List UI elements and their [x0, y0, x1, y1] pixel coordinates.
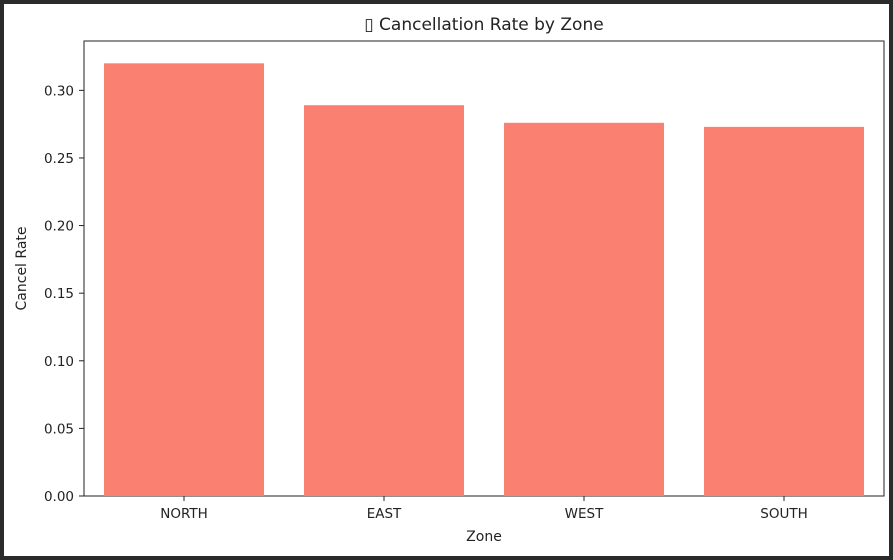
- x-tick-label-west: WEST: [565, 506, 604, 522]
- y-tick-label-0-20: 0.20: [44, 219, 74, 235]
- plot-frame: [83, 40, 885, 497]
- x-ticks: NORTH EAST WEST SOUTH: [160, 496, 808, 522]
- bar-west: [504, 122, 664, 496]
- y-axis-label: Cancel Rate: [14, 227, 30, 311]
- bar-east: [304, 105, 464, 496]
- x-tick-label-north: NORTH: [160, 506, 208, 522]
- x-tick-label-south: SOUTH: [760, 506, 807, 522]
- y-ticks: 0.00 0.05 0.10 0.15 0.20 0.25 0.30: [44, 83, 84, 505]
- chart-figure: ▯ Cancellation Rate by Zone NORTH EAST WES…: [4, 4, 889, 556]
- y-tick-label-0-25: 0.25: [44, 151, 74, 167]
- chart-title: ▯ Cancellation Rate by Zone: [364, 15, 603, 35]
- y-tick-label-0-05: 0.05: [44, 421, 74, 437]
- bar-north: [104, 63, 264, 497]
- x-axis-label: Zone: [466, 529, 502, 545]
- y-tick-label-0-30: 0.30: [44, 83, 74, 99]
- bar-south: [704, 126, 864, 496]
- plot-area: [83, 40, 885, 497]
- y-tick-label-0-15: 0.15: [44, 286, 74, 302]
- x-tick-label-east: EAST: [367, 506, 402, 522]
- y-tick-label-0-10: 0.10: [44, 354, 74, 370]
- bars: [104, 63, 864, 497]
- cancellation-rate-bar-chart: ▯ Cancellation Rate by Zone NORTH EAST WES…: [14, 15, 885, 545]
- y-tick-label-0-00: 0.00: [44, 489, 74, 505]
